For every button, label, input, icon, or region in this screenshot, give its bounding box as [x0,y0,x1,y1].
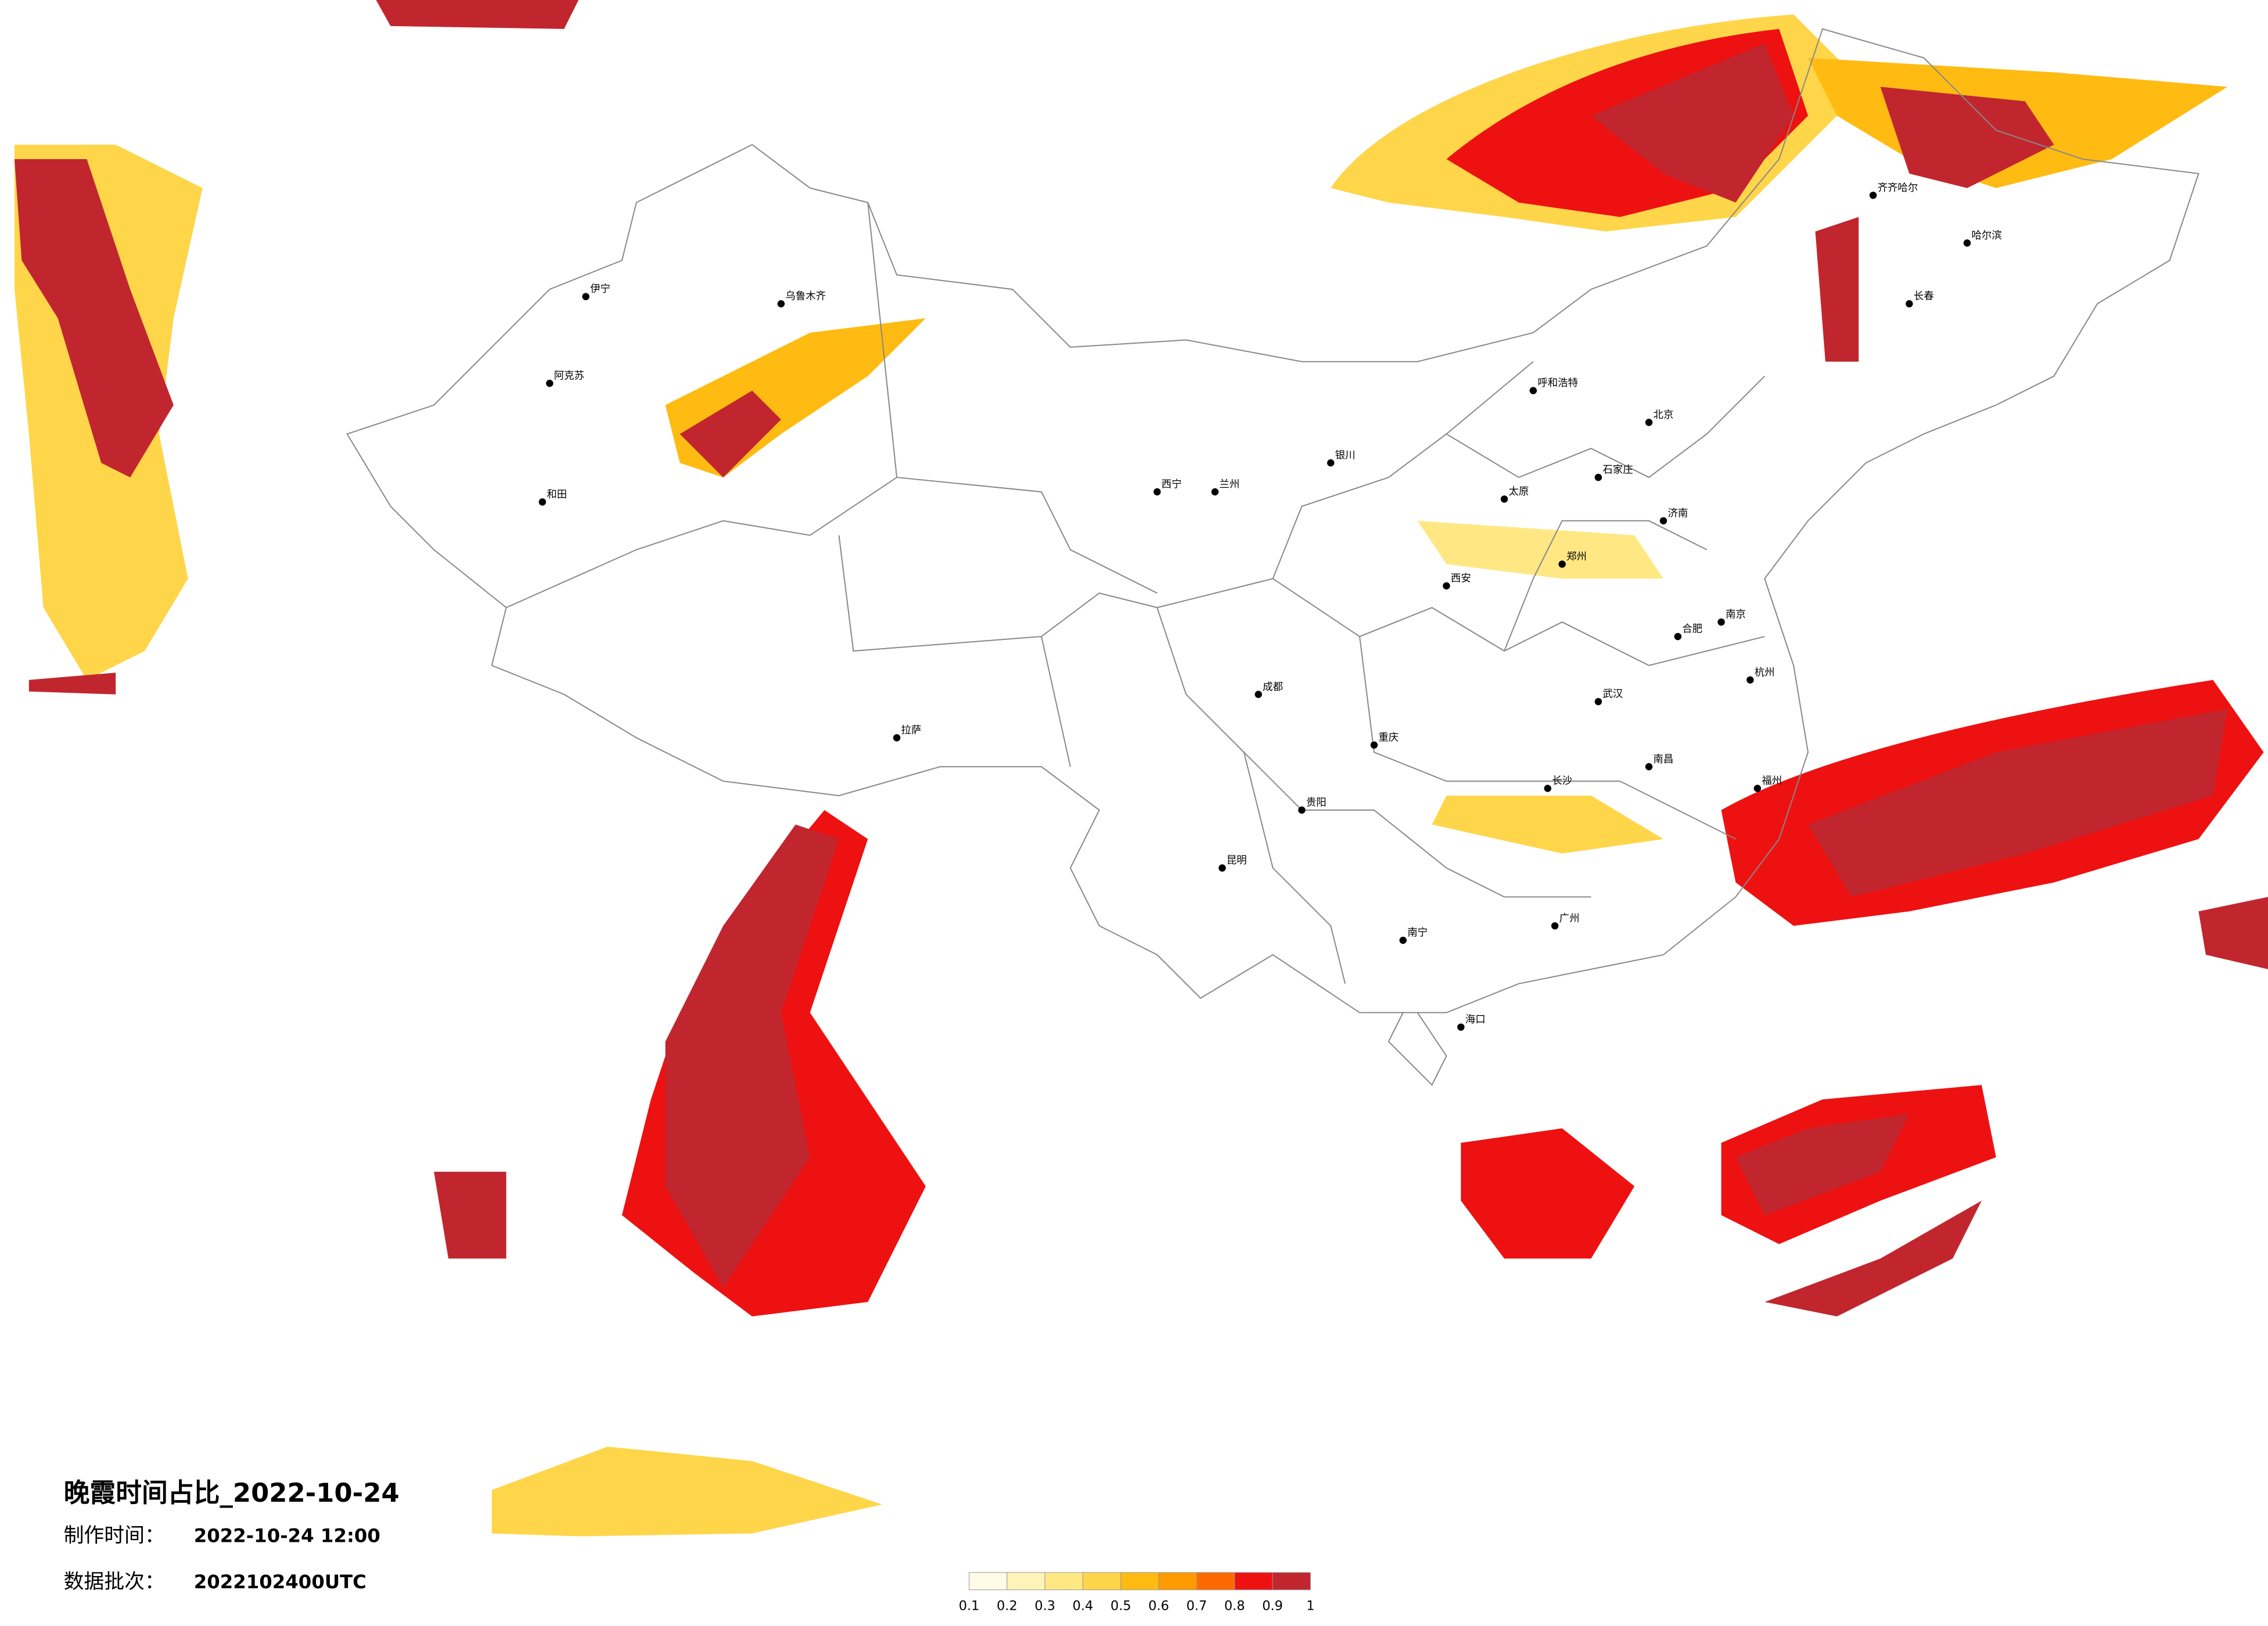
city-dot [1457,1023,1465,1031]
city-dot [1558,560,1566,568]
city-label: 杭州 [1755,667,1775,678]
city-label: 兰州 [1219,479,1239,490]
city-label: 南宁 [1407,927,1428,939]
colorbar-tick-label: 0.5 [1110,1599,1131,1614]
city-dot [1500,495,1508,503]
meta-label: 制作时间： [64,1524,165,1548]
colorbar-swatch [969,1572,1008,1591]
city-dot [1717,618,1725,626]
colorbar-tick-label: 0.6 [1148,1599,1169,1614]
colorbar-swatch [1007,1572,1045,1591]
meta-label: 数据批次： [64,1570,165,1593]
colorbar-tick-label: 0.4 [1073,1599,1094,1614]
city-label: 南昌 [1654,754,1674,765]
city-label: 和田 [547,489,567,501]
city-label: 银川 [1335,450,1356,462]
city-dot [1544,785,1551,792]
city-label: 呼和浩特 [1537,377,1578,389]
city-label: 齐齐哈尔 [1878,182,1918,194]
colorbar-swatch [1120,1572,1159,1591]
title: 晚霞时间占比_2022-10-24 [64,1477,400,1508]
city-dot [1370,741,1378,749]
colorbar-tick-label: 0.9 [1262,1599,1283,1614]
city-dot [1399,936,1407,944]
city-label: 长春 [1914,291,1934,303]
city-label: 郑州 [1566,551,1587,563]
sunset-field [14,0,2268,1537]
city-label: 合肥 [1682,624,1702,635]
city-dot [582,293,590,300]
city-label: 济南 [1667,508,1688,519]
colorbar-tick-label: 1 [1306,1599,1314,1614]
city-label: 成都 [1263,681,1283,693]
city-dot [893,734,901,742]
city-dot [546,379,553,387]
city-label: 南京 [1726,609,1746,621]
city-dot [1869,192,1877,199]
city-label: 哈尔滨 [1971,230,2001,242]
city-dot [1906,300,1913,308]
city-label: 武汉 [1602,689,1623,700]
boundaries [346,28,2199,1087]
city-label: 太原 [1509,486,1529,498]
city-label: 北京 [1654,409,1674,421]
colorbar-tick-label: 0.7 [1187,1599,1207,1614]
city-label: 西宁 [1162,479,1182,490]
city-label: 福州 [1762,775,1782,787]
city-label: 伊宁 [590,283,610,295]
city-dot [1594,697,1602,706]
colorbar-swatch [1044,1572,1084,1591]
city-label: 长沙 [1552,775,1572,787]
colorbar-tick-label: 0.1 [959,1599,980,1614]
city-label: 西安 [1451,573,1471,584]
meta-value: 2022-10-24 12:00 [194,1525,380,1547]
city-label: 广州 [1559,913,1580,924]
colorbar-swatch [1196,1572,1235,1591]
city-dot [1298,806,1306,814]
colorbar-tick-label: 0.2 [997,1599,1018,1614]
city-dot [1753,785,1762,792]
city-dot [1645,763,1653,771]
city-dot [1153,488,1161,496]
city-dot [1551,922,1559,930]
city-dot [1659,517,1667,525]
city-dot [538,498,547,506]
city-dot [1674,632,1682,641]
city-label: 海口 [1465,1014,1486,1026]
colorbar: 0.1 0.2 0.3 0.4 0.5 0.6 0.7 0.8 0.9 1 [959,1572,1314,1614]
city-label: 重庆 [1378,732,1399,743]
colorbar-swatch [1083,1572,1122,1591]
city-label: 乌鲁木齐 [785,291,826,303]
colorbar-tick-label: 0.8 [1224,1599,1245,1614]
city-label: 贵阳 [1306,797,1327,809]
colorbar-swatch [1234,1572,1273,1591]
city-dot [777,300,785,308]
city-dot [1746,676,1754,684]
city-dot [1594,473,1602,481]
city-dot [1255,690,1262,698]
city-dot [1211,488,1219,496]
colorbar-tick-label: 0.3 [1034,1599,1055,1614]
colorbar-swatch [1158,1572,1197,1591]
city-dot [1219,864,1226,872]
city-dot [1443,582,1450,590]
city-label: 阿克苏 [554,370,584,382]
city-label: 昆明 [1227,855,1247,866]
city-dot [1645,419,1653,426]
city-label: 石家庄 [1602,465,1633,476]
city-dot [1327,459,1335,467]
meta-value: 2022102400UTC [194,1571,366,1593]
colorbar-swatch [1272,1572,1311,1591]
city-dot [1529,387,1537,394]
city-dot [1963,239,1971,247]
city-label: 拉萨 [901,725,922,736]
